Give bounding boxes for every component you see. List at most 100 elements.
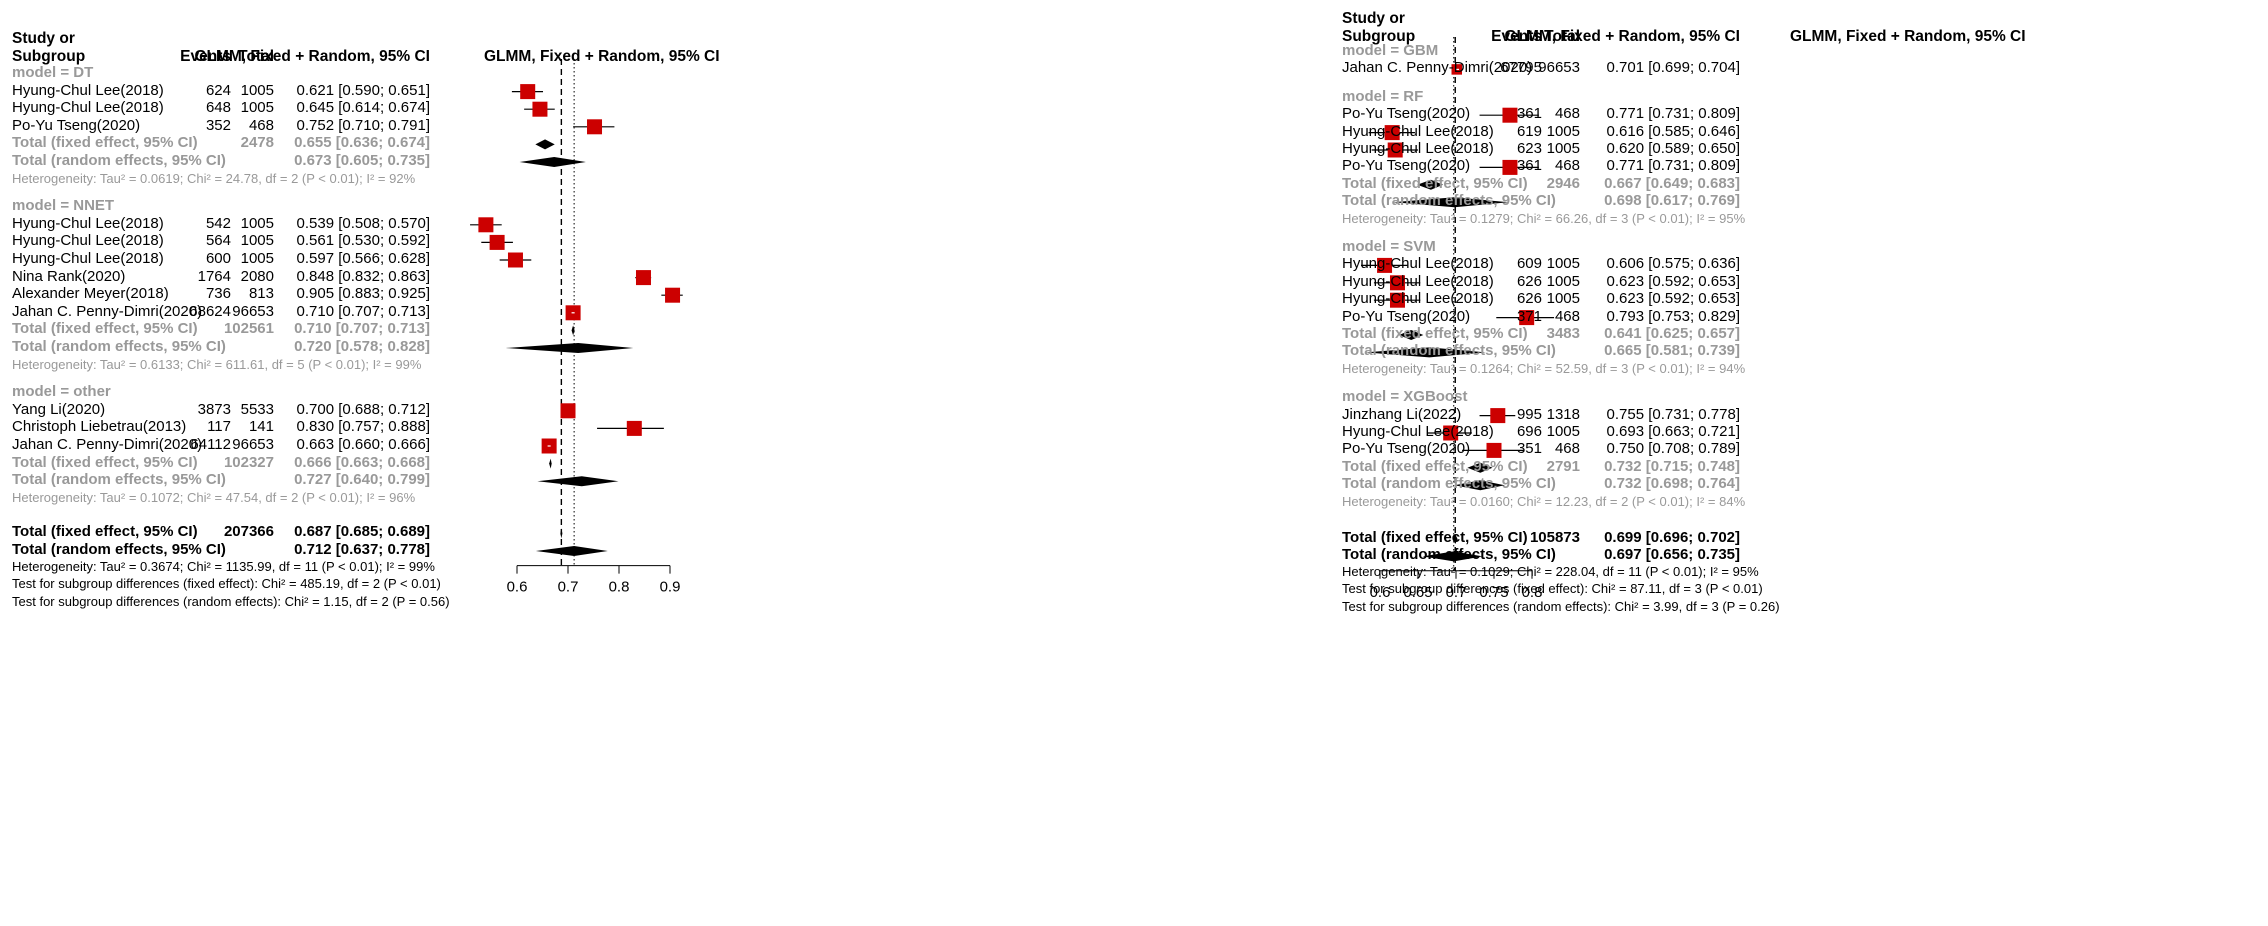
study-events: 542	[205, 214, 231, 232]
subgroup-fixed-ci: 0.666 [0.663; 0.668]	[294, 453, 430, 471]
study-ci: 0.771 [0.731; 0.809]	[1606, 157, 1740, 175]
subgroup-random-label: Total (random effects, 95% CI)	[12, 471, 226, 489]
study-name: Hyung-Chul Lee(2018)	[1342, 140, 1494, 157]
subgroup-fixed-total: 2478	[240, 134, 274, 152]
overall-heterogeneity: Heterogeneity: Tau² = 0.1029; Chi² = 228…	[1342, 563, 1759, 579]
overall-fixed-total: 207366	[223, 523, 274, 541]
x-tick-label: 0.8	[1522, 584, 1543, 601]
study-box	[1486, 442, 1502, 458]
overall-heterogeneity: Heterogeneity: Tau² = 0.3674; Chi² = 113…	[12, 558, 435, 574]
header-plot: GLMM, Fixed + Random, 95% CI	[1790, 28, 2026, 45]
group-label: model = SVM	[1342, 238, 1436, 255]
study-total: 1005	[1546, 290, 1580, 308]
study-events: 64112	[190, 436, 231, 453]
subgroup-random-ci: 0.720 [0.578; 0.828]	[294, 338, 430, 355]
study-name: Po-Yu Tseng(2020)	[1342, 307, 1471, 325]
x-tick-label: 0.9	[660, 579, 681, 596]
study-total: 1005	[240, 214, 274, 232]
study-events: 117	[207, 418, 231, 436]
study-ci: 0.645 [0.614; 0.674]	[296, 99, 430, 117]
study-ci: 0.663 [0.660; 0.666]	[296, 436, 430, 453]
study-ci: 0.693 [0.663; 0.721]	[1606, 423, 1740, 440]
overall-random-label: Total (random effects, 95% CI)	[1342, 546, 1556, 564]
study-name: Hyung-Chul Lee(2018)	[1342, 122, 1494, 140]
subgroup-fixed-label: Total (fixed effect, 95% CI)	[12, 320, 198, 338]
subgroup-random-ci: 0.732 [0.698; 0.764]	[1604, 475, 1740, 493]
pooled-diamond	[535, 546, 608, 556]
study-events: 361	[1516, 157, 1542, 175]
subgroup-fixed-label: Total (fixed effect, 95% CI)	[1342, 457, 1528, 475]
study-ci: 0.620 [0.589; 0.650]	[1606, 140, 1740, 157]
study-total: 96653	[232, 436, 274, 453]
subgroup-heterogeneity: Heterogeneity: Tau² = 0.0619; Chi² = 24.…	[12, 170, 416, 186]
study-name: Po-Yu Tseng(2020)	[12, 116, 141, 134]
subgroup-heterogeneity: Heterogeneity: Tau² = 0.1072; Chi² = 47.…	[12, 489, 416, 505]
subgroup-fixed-label: Total (fixed effect, 95% CI)	[12, 134, 198, 152]
study-name: Hyung-Chul Lee(2018)	[12, 250, 164, 267]
study-events: 995	[1516, 405, 1542, 423]
study-events: 624	[205, 81, 231, 99]
study-name: Po-Yu Tseng(2020)	[1342, 105, 1471, 123]
header-estimate: GLMM, Fixed + Random, 95% CI	[1504, 28, 1740, 45]
header-study-line1: Study or	[12, 30, 75, 47]
subgroup-random-ci: 0.727 [0.640; 0.799]	[294, 471, 430, 489]
study-total: 96653	[232, 302, 274, 320]
study-events: 361	[1516, 105, 1542, 123]
subgroup-random-label: Total (random effects, 95% CI)	[12, 338, 226, 355]
study-ci: 0.793 [0.753; 0.829]	[1606, 307, 1740, 325]
study-events: 648	[205, 99, 231, 117]
pooled-diamond	[571, 325, 575, 336]
overall-fixed-total: 105873	[1529, 529, 1580, 546]
study-box	[520, 84, 536, 100]
study-events: 352	[205, 116, 231, 134]
header-estimate: GLMM, Fixed + Random, 95% CI	[194, 48, 430, 65]
subgroup-heterogeneity: Heterogeneity: Tau² = 0.6133; Chi² = 611…	[12, 356, 422, 372]
study-total: 1005	[1546, 255, 1580, 273]
header-total: Total	[238, 48, 274, 65]
study-box	[1490, 408, 1506, 424]
subgroup-fixed-total: 2946	[1546, 174, 1580, 192]
study-box	[1389, 292, 1405, 308]
overall-fixed-label: Total (fixed effect, 95% CI)	[1342, 529, 1528, 546]
subgroup-fixed-total: 102561	[223, 320, 274, 338]
subgroup-heterogeneity: Heterogeneity: Tau² = 0.0160; Chi² = 12.…	[1342, 493, 1746, 509]
forest-plot-svg: 0.6 0.65 0.7 0.75 0.8	[1361, 37, 1555, 601]
study-box	[560, 403, 576, 419]
study-events: 3873	[197, 400, 231, 418]
subgroup-fixed-total: 3483	[1546, 325, 1580, 342]
study-ci: 0.616 [0.585; 0.646]	[1606, 122, 1740, 140]
study-events: 609	[1516, 255, 1542, 273]
x-tick-label: 0.8	[609, 579, 630, 596]
study-box	[532, 101, 548, 117]
study-total: 5533	[240, 400, 274, 418]
pooled-diamond	[549, 458, 552, 469]
overall-fixed-ci: 0.699 [0.696; 0.702]	[1604, 529, 1740, 546]
pooled-diamond	[537, 476, 619, 487]
study-ci: 0.830 [0.757; 0.888]	[296, 418, 430, 436]
study-box	[1502, 107, 1518, 123]
overall-fixed-ci: 0.687 [0.685; 0.689]	[294, 523, 430, 541]
study-total: 468	[1554, 157, 1580, 175]
test-subgroup-random: Test for subgroup differences (random ef…	[12, 593, 450, 609]
study-ci: 0.755 [0.731; 0.778]	[1606, 405, 1740, 423]
subgroup-fixed-ci: 0.732 [0.715; 0.748]	[1604, 457, 1740, 475]
study-events: 626	[1516, 290, 1542, 308]
study-name: Nina Rank(2020)	[12, 267, 126, 285]
pooled-diamond	[1422, 551, 1483, 562]
group-label: model = other	[12, 383, 111, 401]
overall-random-ci: 0.697 [0.656; 0.735]	[1604, 546, 1740, 564]
study-box	[626, 420, 642, 436]
pooled-diamond	[1392, 197, 1509, 208]
x-tick-label: 0.65	[1403, 584, 1432, 601]
study-total: 1005	[1546, 423, 1580, 440]
study-name: Hyung-Chul Lee(2018)	[1342, 290, 1494, 308]
study-total: 1005	[1546, 272, 1580, 290]
study-total: 141	[248, 418, 274, 436]
subgroup-random-ci: 0.665 [0.581; 0.739]	[1604, 342, 1740, 360]
study-name: Christoph Liebetrau(2013)	[12, 418, 187, 436]
study-ci: 0.700 [0.688; 0.712]	[296, 400, 430, 418]
study-total: 468	[1554, 440, 1580, 458]
study-events: 564	[205, 232, 231, 250]
study-events: 371	[1516, 307, 1542, 325]
pooled-diamond	[519, 157, 586, 167]
